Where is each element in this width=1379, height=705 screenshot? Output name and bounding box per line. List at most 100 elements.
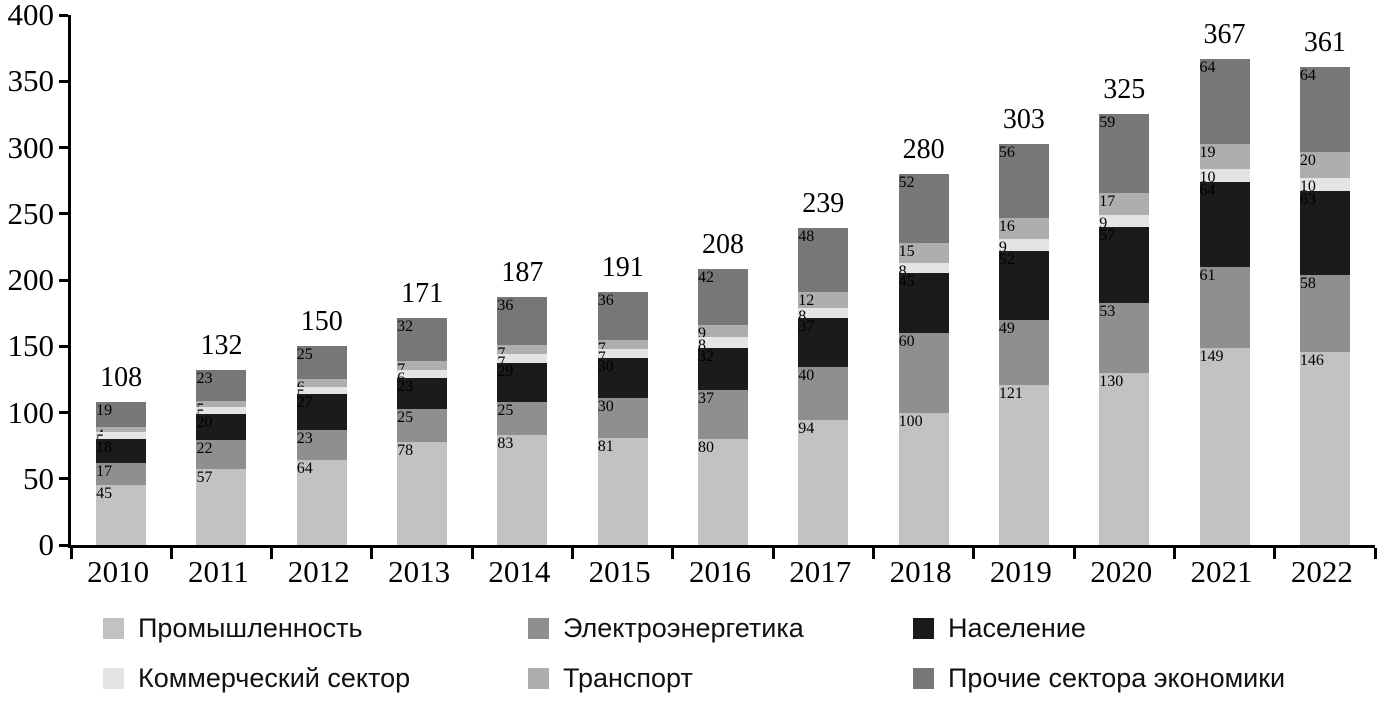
bar-segment: 5 <box>196 407 247 424</box>
bar-segment: 32 <box>397 318 448 361</box>
x-axis-label: 2021 <box>1190 554 1253 589</box>
bar-2017: 94 40 37 8 12 48 <box>798 228 849 545</box>
bar-segment: 8 <box>698 337 748 354</box>
bar-segment: 57 <box>196 469 247 545</box>
x-axis-tick-mark <box>972 548 976 559</box>
x-axis-label: 2019 <box>989 554 1052 589</box>
bar-total-label: 208 <box>702 229 744 261</box>
bar-segment: 59 <box>1099 114 1150 193</box>
bar-total-label: 303 <box>1002 103 1045 135</box>
x-axis-label: 2018 <box>889 554 952 589</box>
x-axis-label: 2017 <box>789 554 852 589</box>
bar-segment: 6 <box>397 370 448 387</box>
y-tick-label: 50 <box>23 460 54 496</box>
y-tick-label: 250 <box>7 195 55 231</box>
x-axis-tick-mark <box>571 548 575 559</box>
bar-segment: 17 <box>96 462 147 486</box>
bar-segment: 32 <box>698 347 748 390</box>
legend-item: Транспорт <box>528 662 913 694</box>
bar-segment: 22 <box>196 440 247 470</box>
bar-segment: 45 <box>898 273 949 333</box>
bar-segment: 7 <box>597 348 648 366</box>
y-tick-label: 300 <box>7 129 55 165</box>
y-axis-tick-mark <box>59 212 68 216</box>
x-axis-label: 2013 <box>388 554 451 589</box>
bar-total-label: 239 <box>802 188 845 220</box>
bar-segment: 57 <box>1099 227 1150 303</box>
bar-segment: 37 <box>698 389 748 439</box>
x-axis-label: 2015 <box>588 554 651 589</box>
y-axis-tick-mark <box>59 79 68 83</box>
y-tick-label: 100 <box>7 394 55 430</box>
x-axis-label: 2011 <box>188 554 249 589</box>
x-axis-labels: 2010 2011 2012 2013 2014 2015 2016 2017 2018 2019… <box>0 552 1379 594</box>
legend-item: Коммерческий сектор <box>103 662 528 694</box>
bar-segment: 6 <box>296 379 347 396</box>
x-axis-tick-mark <box>270 548 274 559</box>
bar-2022: 146 58 63 10 20 64 <box>1299 66 1350 545</box>
bar-segment: 5 <box>296 387 347 404</box>
bar-2018: 100 60 45 8 15 52 <box>898 174 949 545</box>
bar-2020: 130 53 57 9 17 59 <box>1099 114 1150 545</box>
bar-segment: 9 <box>1099 215 1150 232</box>
legend-swatch-icon <box>528 667 549 689</box>
bar-segment: 64 <box>1299 66 1350 152</box>
x-axis-tick-mark <box>1373 548 1377 559</box>
legend-item: Электроэнергетика <box>528 612 913 644</box>
y-axis-tick-mark <box>59 146 68 149</box>
y-axis-tick-mark <box>59 477 68 481</box>
legend-item: Население <box>913 612 1373 644</box>
bar-segment: 19 <box>96 401 147 428</box>
bar-2011: 5722205523 <box>196 370 247 545</box>
bar-segment: 130 <box>1099 372 1150 545</box>
bar-segment: 64 <box>1199 181 1250 267</box>
x-axis-tick-mark <box>69 548 73 559</box>
bar-total-label: 325 <box>1103 74 1146 106</box>
bar-segment: 9 <box>698 325 748 342</box>
bar-segment: 63 <box>1299 191 1350 275</box>
legend-swatch-icon <box>913 667 934 689</box>
bar-2019: 121 49 52 9 16 56 <box>998 143 1049 545</box>
bar-total-label: 361 <box>1303 26 1346 58</box>
bar-segment: 30 <box>597 358 648 398</box>
y-tick-label: 350 <box>7 63 55 99</box>
bar-total-label: 191 <box>601 251 644 283</box>
bar-segment: 149 <box>1199 347 1250 545</box>
bar-segment: 29 <box>497 363 548 402</box>
bar-segment: 80 <box>698 439 748 545</box>
x-axis-tick-mark <box>169 548 173 559</box>
bar-segment: 25 <box>497 401 548 436</box>
bar-segment: 83 <box>497 435 548 545</box>
bar-segment: 8 <box>898 262 949 280</box>
x-axis-tick-mark <box>470 548 474 559</box>
y-axis-labels: 0 50 100 150 200 250 300 350 400 <box>0 0 57 561</box>
x-axis-label: 2022 <box>1290 554 1353 589</box>
bar-2016: 80 37 32 8 9 42 <box>698 269 748 545</box>
bar-segment: 23 <box>296 429 347 461</box>
bar-segment: 58 <box>1299 274 1350 352</box>
bar-total-label: 108 <box>100 361 143 393</box>
bar-segment: 12 <box>798 291 849 309</box>
bar-segment: 10 <box>1199 168 1250 186</box>
bar-segment: 48 <box>798 228 849 292</box>
bar-2021: 149 61 64 10 19 64 <box>1199 58 1250 545</box>
x-axis-label: 2010 <box>87 554 150 589</box>
y-tick-label: 200 <box>7 262 55 297</box>
legend-swatch-icon <box>528 617 549 639</box>
legend-label: Транспорт <box>563 663 693 693</box>
bar-segment: 64 <box>1199 58 1250 144</box>
bar-segment: 16 <box>998 217 1049 239</box>
bar-segment: 94 <box>798 420 849 545</box>
legend-label: Электроэнергетика <box>563 613 804 643</box>
bar-segment: 36 <box>497 297 548 345</box>
y-axis-tick-mark <box>59 278 68 282</box>
legend-item: Промышленность <box>103 612 528 644</box>
y-tick-label: 150 <box>7 328 55 364</box>
bar-segment: 17 <box>1099 192 1150 216</box>
bar-segment: 53 <box>1099 302 1150 373</box>
bar-segment: 9 <box>998 238 1049 256</box>
bar-segment: 7 <box>497 344 548 362</box>
x-axis-tick-mark <box>1072 548 1076 559</box>
bar-segment: 7 <box>497 354 548 371</box>
